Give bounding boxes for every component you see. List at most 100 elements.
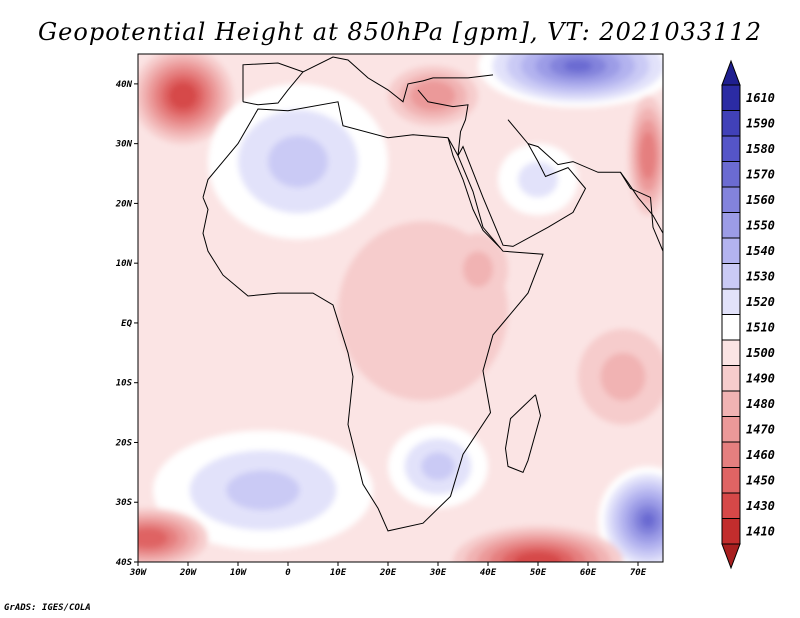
contour-band <box>380 266 466 356</box>
colorbar-label: 1570 <box>746 167 775 181</box>
map-frame <box>137 53 664 563</box>
feature-high-arabian-sea <box>628 95 663 216</box>
feature-high-southwest-corner <box>138 508 208 562</box>
contour-band <box>640 512 656 528</box>
feature-high-north-atlantic <box>138 54 233 144</box>
colorbar-swatch <box>721 84 741 111</box>
colorbar-swatch <box>721 390 741 417</box>
feature-high-indian-ocean <box>578 328 663 425</box>
contour-band <box>421 88 445 104</box>
lon-tick-label: 30E <box>429 568 447 578</box>
contour-band <box>644 143 652 168</box>
feature-low-north-africa <box>208 83 388 240</box>
lon-tick-label: 50E <box>530 568 547 578</box>
coastlines <box>202 56 663 532</box>
colorbar-label: 1530 <box>746 269 775 283</box>
lat-tick-label: 30S <box>115 498 133 508</box>
iberia-outline <box>242 62 304 106</box>
colorbar-swatch <box>721 365 741 392</box>
colorbar-label: 1580 <box>746 142 775 156</box>
madagascar-outline <box>504 394 542 474</box>
feature-high-ethiopia <box>448 233 508 306</box>
turkey-south <box>417 89 469 156</box>
colorbar-label: 1460 <box>746 448 775 462</box>
contour-band <box>175 89 191 103</box>
contour-band <box>463 251 493 288</box>
colorbar-swatch <box>721 237 741 264</box>
feature-low-mediterranean-east <box>388 65 478 126</box>
india-west <box>620 172 663 252</box>
colorbar-label: 1430 <box>746 499 775 513</box>
arabia-outline <box>457 119 587 247</box>
colorbar-swatch <box>721 339 741 366</box>
colorbar-swatch <box>721 492 741 519</box>
colorbar-top-arrow <box>721 59 741 86</box>
feature-low-arabia <box>498 143 578 216</box>
footer-credit: GrADS: IGES/COLA <box>4 603 91 613</box>
lat-tick-label: 10S <box>116 379 133 389</box>
lon-tick-label: 20E <box>379 568 397 578</box>
colorbar-label: 1480 <box>746 397 775 411</box>
colorbar-swatch <box>721 135 741 162</box>
colorbar-swatch <box>721 441 741 468</box>
contour-band <box>421 452 455 481</box>
colorbar-swatch <box>721 212 741 239</box>
colorbar-swatch <box>721 518 741 545</box>
feature-low-southern-africa <box>388 424 488 509</box>
lon-tick-label: 10E <box>330 568 347 578</box>
contour-band <box>518 161 558 198</box>
contour-band <box>525 556 551 562</box>
lat-tick-label: 30N <box>115 140 133 150</box>
contour-band <box>600 352 646 401</box>
feature-low-southeast-ocean <box>598 466 663 562</box>
colorbar-swatch <box>721 263 741 290</box>
height-field <box>138 54 663 562</box>
colorbar-label: 1590 <box>746 116 775 130</box>
colorbar-swatch <box>721 288 741 315</box>
lon-tick-label: 40E <box>480 568 497 578</box>
contour-band <box>268 135 328 188</box>
colorbar-label: 1540 <box>746 244 775 258</box>
colorbar-swatch <box>721 416 741 443</box>
colorbar-label: 1490 <box>746 371 775 385</box>
lon-tick-label: 70E <box>630 568 647 578</box>
colorbar-swatch <box>721 186 741 213</box>
lat-tick-label: 10N <box>116 259 133 269</box>
colorbar-label: 1470 <box>746 422 775 436</box>
lat-tick-label: 20S <box>115 438 133 448</box>
feature-low-south-atlantic <box>153 430 373 551</box>
lon-tick-label: 60E <box>580 568 597 578</box>
iran-coast <box>527 143 663 234</box>
mediterranean-north <box>302 56 494 103</box>
colorbar-label: 1510 <box>746 320 775 334</box>
africa-outline <box>202 101 544 532</box>
lon-tick-label: 0 <box>285 568 291 578</box>
latitude-axis: 40N 30N 20N 10N EQ 10S 20S 30S 40S <box>115 80 138 568</box>
lon-tick-label: 10W <box>230 568 248 578</box>
colorbar-swatch <box>721 467 741 494</box>
colorbar-bottom-arrow <box>721 543 741 570</box>
chart-title: Geopotential Height at 850hPa [gpm], VT:… <box>38 18 762 46</box>
lon-tick-label: 20W <box>179 568 198 578</box>
colorbar-swatch <box>721 161 741 188</box>
feature-low-europe-northeast <box>478 54 663 108</box>
longitude-axis: 30W 20W 10W 0 10E 20E 30E 40E 50E 60E 70E <box>129 562 647 578</box>
lat-tick-label: 40S <box>116 558 133 568</box>
feature-high-south-of-madagascar <box>453 526 623 562</box>
colorbar-swatch <box>721 314 741 341</box>
colorbar: 1610 1590 1580 1570 1560 1550 1540 1530 1520 1510… <box>721 59 775 570</box>
contour-band <box>138 533 158 544</box>
colorbar-swatch <box>721 110 741 137</box>
lon-tick-label: 30W <box>129 568 148 578</box>
contour-band <box>563 59 593 72</box>
colorbar-label: 1450 <box>746 473 775 487</box>
red-sea-west <box>447 137 501 249</box>
colorbar-label: 1610 <box>746 91 775 105</box>
colorbar-label: 1550 <box>746 218 775 232</box>
lat-tick-label: 20N <box>115 199 133 209</box>
colorbar-label: 1560 <box>746 193 775 207</box>
lat-tick-label: 40N <box>116 80 133 90</box>
colorbar-label: 1520 <box>746 295 775 309</box>
contour-band <box>226 470 300 511</box>
